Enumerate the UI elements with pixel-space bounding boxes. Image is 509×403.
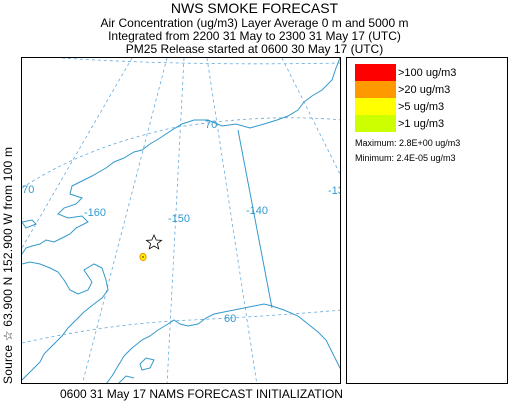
source-location-label: Source ☆ 63.900 N 152.900 W from 100 m	[1, 146, 15, 384]
latitude-line-70	[22, 117, 340, 189]
grid-label-70: 70	[205, 119, 217, 131]
star-outline-icon	[145, 234, 163, 250]
border-canada	[237, 129, 273, 309]
legend-swatch-5	[355, 98, 396, 115]
meridian-170	[22, 58, 133, 249]
meridian-150	[166, 58, 185, 383]
legend-label-5: >5 ug/m3	[398, 100, 445, 113]
legend-item-5: >5 ug/m3	[355, 98, 444, 115]
meridian-160	[82, 58, 168, 383]
grid-label-130: -130	[328, 185, 341, 197]
coastline-islands-south	[118, 375, 135, 383]
release-start: PM25 Release started at 0600 30 May 17 (…	[125, 42, 384, 56]
smoke-plume-core	[142, 256, 144, 258]
legend-label-100: >100 ug/m3	[398, 66, 457, 79]
grid-label-170: 170	[22, 184, 34, 196]
legend-swatch-1	[355, 115, 396, 132]
grid-label-160: -160	[84, 207, 106, 219]
legend-swatch-100	[355, 64, 396, 81]
coastline-alaska	[22, 58, 340, 255]
meridian-140	[206, 58, 258, 383]
map-canvas: 170 -160 -150 -140 -130 70 60	[22, 58, 341, 383]
maximum-value: Maximum: 2.8E+00 ug/m3	[355, 138, 461, 148]
legend-label-1: >1 ug/m3	[398, 117, 445, 130]
legend-item-100: >100 ug/m3	[355, 64, 456, 81]
latitude-line-80	[61, 58, 340, 65]
forecast-title: NWS SMOKE FORECAST	[170, 0, 339, 16]
legend-label-20: >20 ug/m3	[398, 83, 451, 96]
coastline-west	[22, 261, 109, 381]
grid-label-140: -140	[246, 205, 268, 217]
integration-period: Integrated from 2200 31 May to 2300 31 M…	[108, 29, 401, 43]
legend-item-20: >20 ug/m3	[355, 81, 450, 98]
grid-label-150: -150	[168, 213, 190, 225]
legend-item-1: >1 ug/m3	[355, 115, 444, 132]
map-panel: 170 -160 -150 -140 -130 70 60	[21, 57, 341, 384]
legend-swatch-20	[355, 81, 396, 98]
island-kodiak	[139, 357, 155, 371]
island-st-lawrence	[22, 219, 37, 229]
legend-panel: >100 ug/m3 >20 ug/m3 >5 ug/m3 >1 ug/m3 M…	[346, 57, 508, 384]
forecast-initialization: 0600 31 May 17 NAMS FORECAST INITIALIZAT…	[60, 387, 343, 401]
coastline-south	[106, 303, 340, 383]
minimum-value: Minimum: 2.4E-05 ug/m3	[355, 153, 456, 163]
grid-label-60: 60	[224, 313, 236, 325]
meridian-130	[281, 58, 340, 175]
concentration-description: Air Concentration (ug/m3) Layer Average …	[100, 16, 409, 30]
